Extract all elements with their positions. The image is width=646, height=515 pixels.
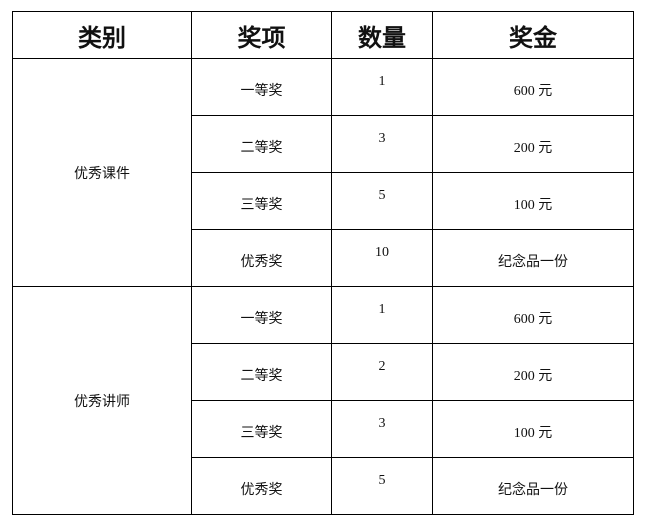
count-cell: 5 (331, 172, 433, 230)
header-prize: 奖金 (432, 11, 634, 59)
prize-cell: 100 元 (432, 172, 634, 230)
prize-cell: 200 元 (432, 343, 634, 401)
count-cell: 1 (331, 58, 433, 116)
table-row: 优秀课件 一等奖 1 600 元 (12, 58, 634, 287)
award-cell: 二等奖 (191, 343, 332, 401)
count-cell: 3 (331, 115, 433, 173)
table-row: 三等奖 5 100 元 (13, 172, 634, 230)
table-row: 二等奖 2 200 元 (13, 343, 634, 401)
table-row: 优秀奖 10 纪念品一份 (13, 229, 634, 287)
prize-cell: 纪念品一份 (432, 457, 634, 515)
award-cell: 三等奖 (191, 172, 332, 230)
count-cell: 2 (331, 343, 433, 401)
award-cell: 一等奖 (191, 58, 332, 116)
table-row: 优秀讲师 一等奖 1 600 元 (12, 286, 634, 515)
prize-cell: 600 元 (432, 58, 634, 116)
count-cell: 10 (331, 229, 433, 287)
count-cell: 1 (331, 286, 433, 344)
award-cell: 优秀奖 (191, 457, 332, 515)
header-row: 类别 奖项 数量 奖金 (12, 11, 634, 59)
category-cell: 优秀讲师 (12, 286, 192, 515)
header-category: 类别 (12, 11, 192, 59)
prize-cell: 200 元 (432, 115, 634, 173)
category-cell: 优秀课件 (12, 58, 192, 287)
award-cell: 优秀奖 (191, 229, 332, 287)
header-count: 数量 (331, 11, 433, 59)
awards-table: 类别 奖项 数量 奖金 优秀课件 一等奖 1 600 元二等奖 3 200 元三等奖 5 10… (12, 11, 634, 515)
header-award: 奖项 (191, 11, 332, 59)
prize-cell: 纪念品一份 (432, 229, 634, 287)
count-cell: 5 (331, 457, 433, 515)
award-cell: 三等奖 (191, 400, 332, 458)
award-cell: 二等奖 (191, 115, 332, 173)
prize-cell: 100 元 (432, 400, 634, 458)
prize-cell: 600 元 (432, 286, 634, 344)
award-cell: 一等奖 (191, 286, 332, 344)
count-cell: 3 (331, 400, 433, 458)
table-row: 二等奖 3 200 元 (13, 115, 634, 173)
